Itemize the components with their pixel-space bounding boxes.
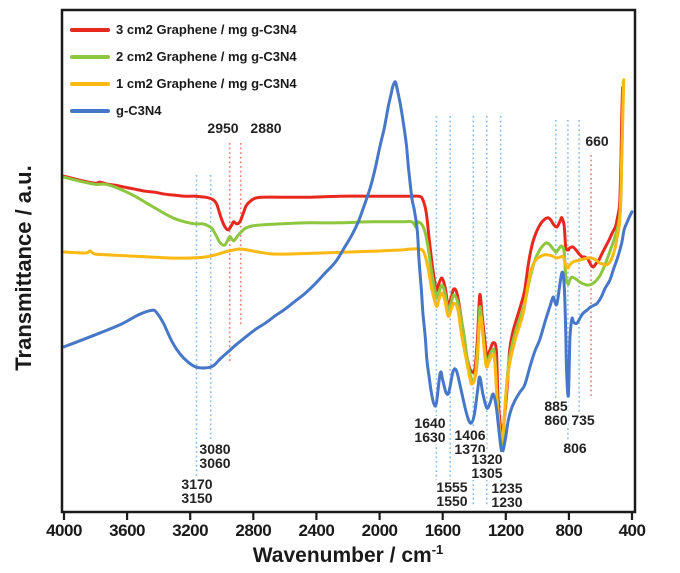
peak-annotation-line: 860 (544, 412, 568, 428)
peak-annotation-806: 806 (562, 440, 588, 456)
legend-line-swatch (70, 54, 110, 59)
legend-label: g-C3N4 (116, 103, 162, 118)
peak-annotation-line: 1320 (471, 451, 503, 467)
legend-item-3: g-C3N4 (70, 97, 297, 124)
peak-annotation-3170-3150: 3170 3150 (180, 476, 214, 506)
x-tick-label-400: 400 (618, 521, 646, 540)
legend-label: 3 cm2 Graphene / mg g-C3N4 (116, 22, 297, 37)
peak-annotation-1555-1550: 1555 1550 (435, 479, 469, 509)
legend-label: 1 cm2 Graphene / mg g-C3N4 (116, 76, 297, 91)
peak-annotation-line: 1640 (414, 415, 446, 431)
spectrum-curve-3 (62, 80, 634, 454)
peak-annotation-line: 1550 (436, 493, 468, 509)
peak-annotation-line: 735 (571, 412, 595, 428)
peak-annotation-line: 1555 (436, 479, 468, 495)
legend-line-swatch (70, 27, 110, 32)
x-tick-label-1200: 1200 (487, 521, 524, 540)
spectrum-curve-2 (62, 78, 626, 443)
peak-annotation-line: 1406 (454, 427, 486, 443)
y-axis-title: Transmittance / a.u. (11, 165, 37, 370)
legend-item-0: 3 cm2 Graphene / mg g-C3N4 (70, 16, 297, 43)
legend-item-2: 1 cm2 Graphene / mg g-C3N4 (70, 70, 297, 97)
peak-annotation-line: 2880 (250, 120, 282, 136)
peak-annotation-line: 885 (544, 398, 568, 414)
x-tick-label-1600: 1600 (424, 521, 461, 540)
peak-annotation-3080-3060: 3080 3060 (198, 441, 232, 471)
peak-annotation-1640-1630: 1640 1630 (413, 415, 447, 445)
x-tick-label-2800: 2800 (235, 521, 272, 540)
legend-line-swatch (70, 108, 110, 113)
peak-annotation-2950: 2950 (206, 120, 240, 136)
legend: 3 cm2 Graphene / mg g-C3N4 2 cm2 Graphene… (70, 16, 297, 124)
peak-annotation-line: 3080 (199, 441, 231, 457)
peak-annotation-885-860: 885 860 (543, 398, 569, 428)
peak-annotation-line: 806 (563, 440, 587, 456)
peak-annotation-line: 1235 (491, 480, 523, 496)
peak-annotation-line: 660 (585, 133, 609, 149)
x-axis-title: Wavenumber / cm-1 (253, 542, 444, 568)
peak-annotation-660: 660 (584, 133, 610, 149)
x-tick-label-800: 800 (555, 521, 583, 540)
peak-annotation-1320-1305: 1320 1305 (470, 451, 504, 481)
peak-annotation-line: 2950 (207, 120, 239, 136)
spectrum-curve-1 (62, 80, 625, 448)
peak-annotation-735: 735 (570, 412, 596, 428)
x-tick-label-4000: 4000 (46, 521, 82, 540)
peak-annotation-line: 3150 (181, 490, 213, 506)
x-axis-title-text: Wavenumber / cm (252, 544, 432, 567)
peak-annotation-line: 3170 (181, 476, 213, 492)
x-axis-title-superscript: -1 (431, 542, 444, 557)
peak-annotation-line: 1230 (491, 494, 523, 510)
peak-annotation-line: 3060 (199, 455, 231, 471)
x-tick-label-3600: 3600 (109, 521, 145, 540)
legend-line-swatch (70, 81, 110, 86)
legend-label: 2 cm2 Graphene / mg g-C3N4 (116, 49, 297, 64)
peak-annotation-line: 1630 (414, 429, 446, 445)
peak-annotation-line: 1305 (471, 465, 503, 481)
peak-annotation-1235-1230: 1235 1230 (490, 480, 524, 510)
x-tick-label-3200: 3200 (172, 521, 209, 540)
peak-annotation-2880: 2880 (249, 120, 283, 136)
y-axis-title-text: Transmittance / a.u. (11, 165, 36, 371)
plot-frame (60, 8, 637, 514)
spectrum-curve-0 (62, 86, 624, 434)
legend-item-1: 2 cm2 Graphene / mg g-C3N4 (70, 43, 297, 70)
x-tick-label-2000: 2000 (361, 521, 398, 540)
x-tick-label-2400: 2400 (298, 521, 335, 540)
